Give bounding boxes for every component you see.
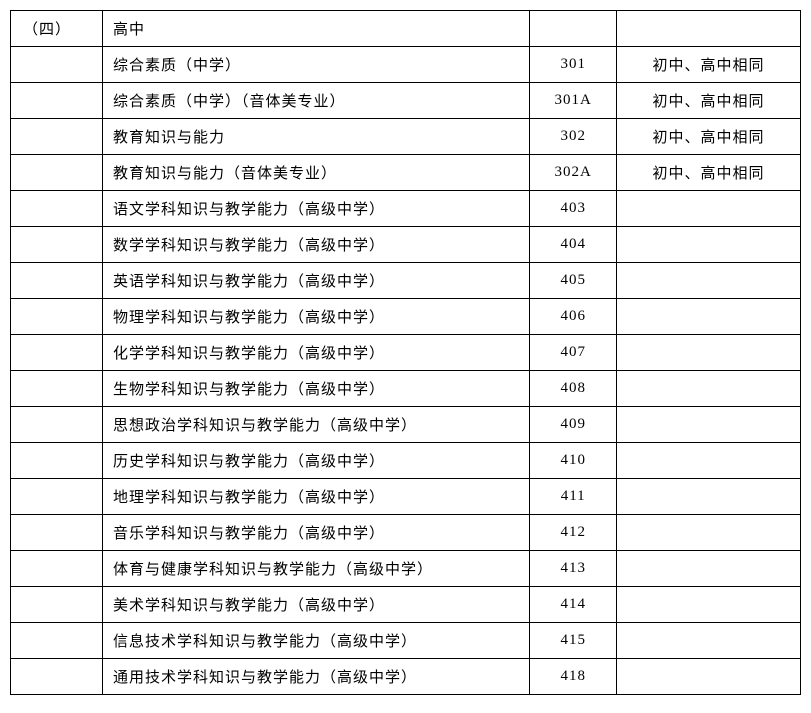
- section-cell: [11, 479, 103, 515]
- table-body: （四）高中综合素质（中学）301初中、高中相同综合素质（中学）（音体美专业）30…: [11, 11, 801, 695]
- subject-name-cell: 地理学科知识与教学能力（高级中学）: [102, 479, 529, 515]
- note-cell: [617, 11, 801, 47]
- code-cell: 407: [530, 335, 617, 371]
- section-cell: [11, 623, 103, 659]
- note-cell: [617, 227, 801, 263]
- note-cell: [617, 551, 801, 587]
- subject-name-cell: 语文学科知识与教学能力（高级中学）: [102, 191, 529, 227]
- note-cell: [617, 659, 801, 695]
- subject-name-cell: 信息技术学科知识与教学能力（高级中学）: [102, 623, 529, 659]
- section-cell: [11, 155, 103, 191]
- code-cell: 301: [530, 47, 617, 83]
- note-cell: [617, 263, 801, 299]
- subject-name-cell: 化学学科知识与教学能力（高级中学）: [102, 335, 529, 371]
- subject-name-cell: 数学学科知识与教学能力（高级中学）: [102, 227, 529, 263]
- subject-name-cell: 英语学科知识与教学能力（高级中学）: [102, 263, 529, 299]
- code-cell: 410: [530, 443, 617, 479]
- section-cell: [11, 551, 103, 587]
- subject-name-cell: 高中: [102, 11, 529, 47]
- table-row: （四）高中: [11, 11, 801, 47]
- code-cell: 302: [530, 119, 617, 155]
- subject-name-cell: 生物学科知识与教学能力（高级中学）: [102, 371, 529, 407]
- subject-code-table: （四）高中综合素质（中学）301初中、高中相同综合素质（中学）（音体美专业）30…: [10, 10, 801, 695]
- code-cell: 409: [530, 407, 617, 443]
- section-cell: [11, 335, 103, 371]
- table-row: 教育知识与能力302初中、高中相同: [11, 119, 801, 155]
- subject-name-cell: 教育知识与能力: [102, 119, 529, 155]
- code-cell: 415: [530, 623, 617, 659]
- subject-name-cell: 综合素质（中学）（音体美专业）: [102, 83, 529, 119]
- section-cell: [11, 371, 103, 407]
- code-cell: 408: [530, 371, 617, 407]
- code-cell: 418: [530, 659, 617, 695]
- section-cell: [11, 587, 103, 623]
- subject-name-cell: 历史学科知识与教学能力（高级中学）: [102, 443, 529, 479]
- note-cell: [617, 335, 801, 371]
- section-cell: [11, 515, 103, 551]
- code-cell: 406: [530, 299, 617, 335]
- table-row: 生物学科知识与教学能力（高级中学）408: [11, 371, 801, 407]
- subject-name-cell: 思想政治学科知识与教学能力（高级中学）: [102, 407, 529, 443]
- subject-name-cell: 综合素质（中学）: [102, 47, 529, 83]
- section-cell: [11, 263, 103, 299]
- section-cell: [11, 659, 103, 695]
- note-cell: 初中、高中相同: [617, 47, 801, 83]
- section-cell: [11, 119, 103, 155]
- section-cell: [11, 299, 103, 335]
- section-cell: [11, 407, 103, 443]
- note-cell: 初中、高中相同: [617, 119, 801, 155]
- note-cell: [617, 515, 801, 551]
- section-cell: [11, 47, 103, 83]
- table-row: 通用技术学科知识与教学能力（高级中学）418: [11, 659, 801, 695]
- subject-name-cell: 教育知识与能力（音体美专业）: [102, 155, 529, 191]
- note-cell: [617, 479, 801, 515]
- note-cell: [617, 299, 801, 335]
- table-row: 思想政治学科知识与教学能力（高级中学）409: [11, 407, 801, 443]
- section-cell: （四）: [11, 11, 103, 47]
- code-cell: 414: [530, 587, 617, 623]
- section-cell: [11, 227, 103, 263]
- table-row: 综合素质（中学）301初中、高中相同: [11, 47, 801, 83]
- section-cell: [11, 191, 103, 227]
- table-row: 历史学科知识与教学能力（高级中学）410: [11, 443, 801, 479]
- table-row: 物理学科知识与教学能力（高级中学）406: [11, 299, 801, 335]
- table-row: 体育与健康学科知识与教学能力（高级中学）413: [11, 551, 801, 587]
- note-cell: [617, 443, 801, 479]
- note-cell: [617, 623, 801, 659]
- table-row: 语文学科知识与教学能力（高级中学）403: [11, 191, 801, 227]
- table-row: 数学学科知识与教学能力（高级中学）404: [11, 227, 801, 263]
- table-row: 地理学科知识与教学能力（高级中学）411: [11, 479, 801, 515]
- subject-name-cell: 体育与健康学科知识与教学能力（高级中学）: [102, 551, 529, 587]
- table-row: 教育知识与能力（音体美专业）302A初中、高中相同: [11, 155, 801, 191]
- code-cell: 413: [530, 551, 617, 587]
- subject-name-cell: 美术学科知识与教学能力（高级中学）: [102, 587, 529, 623]
- note-cell: 初中、高中相同: [617, 83, 801, 119]
- code-cell: 302A: [530, 155, 617, 191]
- table-row: 化学学科知识与教学能力（高级中学）407: [11, 335, 801, 371]
- table-row: 音乐学科知识与教学能力（高级中学）412: [11, 515, 801, 551]
- code-cell: 301A: [530, 83, 617, 119]
- section-cell: [11, 443, 103, 479]
- note-cell: [617, 191, 801, 227]
- subject-name-cell: 通用技术学科知识与教学能力（高级中学）: [102, 659, 529, 695]
- table-row: 英语学科知识与教学能力（高级中学）405: [11, 263, 801, 299]
- code-cell: 412: [530, 515, 617, 551]
- code-cell: [530, 11, 617, 47]
- section-cell: [11, 83, 103, 119]
- code-cell: 403: [530, 191, 617, 227]
- code-cell: 405: [530, 263, 617, 299]
- table-row: 信息技术学科知识与教学能力（高级中学）415: [11, 623, 801, 659]
- note-cell: [617, 587, 801, 623]
- table-row: 美术学科知识与教学能力（高级中学）414: [11, 587, 801, 623]
- subject-name-cell: 物理学科知识与教学能力（高级中学）: [102, 299, 529, 335]
- code-cell: 411: [530, 479, 617, 515]
- note-cell: 初中、高中相同: [617, 155, 801, 191]
- note-cell: [617, 407, 801, 443]
- note-cell: [617, 371, 801, 407]
- table-row: 综合素质（中学）（音体美专业）301A初中、高中相同: [11, 83, 801, 119]
- subject-name-cell: 音乐学科知识与教学能力（高级中学）: [102, 515, 529, 551]
- code-cell: 404: [530, 227, 617, 263]
